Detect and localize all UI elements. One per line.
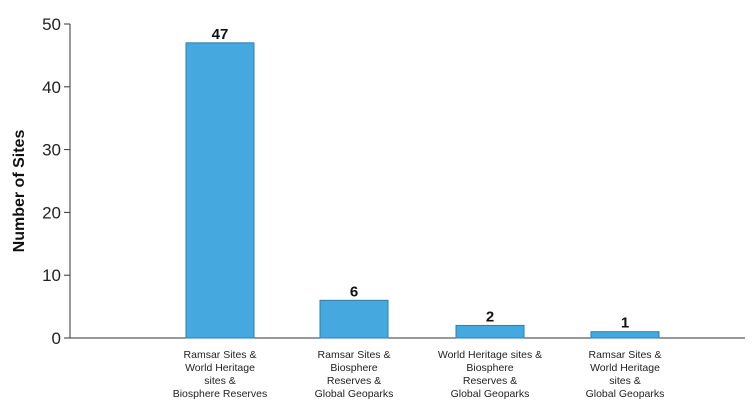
x-category-label-line: Ramsar Sites & (589, 349, 662, 361)
data-label: 2 (486, 308, 494, 325)
bar (185, 42, 255, 339)
x-category-label-line: Reserves & (463, 375, 517, 387)
x-category-label-line: Biosphere (466, 362, 513, 374)
y-tick-label: 20 (42, 203, 61, 222)
x-category-label-line: Biosphere Reserves (173, 388, 268, 400)
y-tick-label: 30 (42, 141, 61, 160)
x-category-label-line: World Heritage (590, 362, 660, 374)
data-label: 6 (350, 283, 358, 300)
x-category-label-line: sites & (609, 375, 641, 387)
x-category-label-line: Ramsar Sites & (184, 349, 257, 361)
x-category-label-line: Global Geoparks (586, 388, 665, 400)
bar (590, 331, 660, 339)
x-category-label-line: World Heritage (185, 362, 255, 374)
data-label: 1 (621, 315, 629, 332)
y-axis-title: Number of Sites (11, 130, 28, 253)
bar-series (185, 42, 660, 339)
y-tick-label: 50 (42, 15, 61, 34)
y-tick-label: 40 (42, 78, 61, 97)
y-tick-label: 10 (42, 266, 61, 285)
x-category-label: Ramsar Sites & World Heritage sites & Globa… (586, 349, 665, 400)
x-category-label-line: Biosphere (330, 362, 377, 374)
x-category-label: Ramsar Sites & Biosphere Reserves & Global … (315, 349, 394, 400)
x-category-label-line: sites & (204, 375, 236, 387)
x-category-label-line: Reserves & (327, 375, 381, 387)
x-category-label-line: Ramsar Sites & (318, 349, 391, 361)
bar (319, 299, 389, 339)
chart-axes: 0 10 20 30 40 50 Number of Sites (11, 15, 745, 348)
bar (455, 324, 525, 339)
data-label: 47 (212, 26, 229, 43)
x-category-label-line: Global Geoparks (315, 388, 394, 400)
x-category-label: Ramsar Sites & World Heritage sites & Biosp… (173, 349, 268, 400)
x-category-label-line: Global Geoparks (451, 388, 530, 400)
x-category-label: World Heritage sites & Biosphere Reserves … (438, 349, 542, 400)
y-tick-label: 0 (52, 329, 61, 348)
x-category-label-line: World Heritage sites & (438, 349, 542, 361)
